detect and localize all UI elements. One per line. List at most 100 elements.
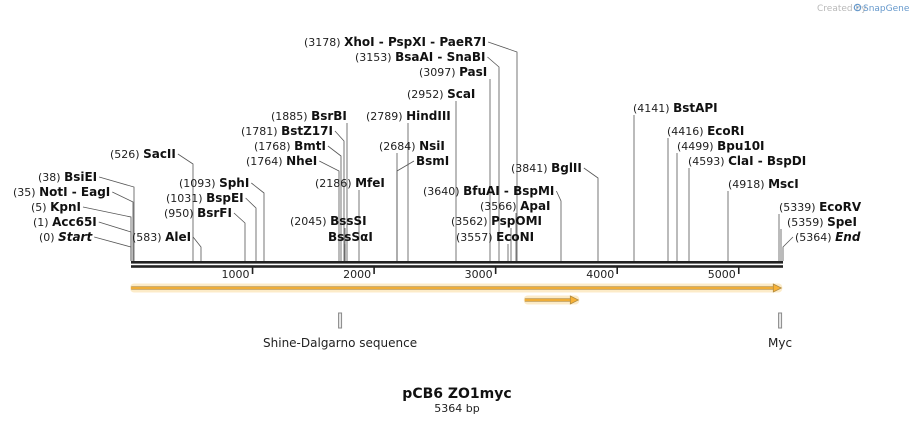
map-title: pCB6 ZO1myc (402, 386, 511, 402)
site-label[interactable]: (1031) BspEI (166, 191, 244, 205)
site-label[interactable]: (4416) EcoRI (667, 124, 744, 138)
site-label-part: (0) (39, 231, 58, 244)
site-label-part: EcoRV (819, 200, 862, 214)
site-label[interactable]: (1093) SphI (179, 176, 249, 190)
site-label[interactable]: (1764) NheI (246, 154, 317, 168)
orf-arrows[interactable] (130, 283, 783, 305)
site-lead-line (245, 197, 257, 261)
map-length: 5364 bp (434, 402, 479, 415)
site-label[interactable]: (3566) ApaI (480, 199, 551, 213)
site-label[interactable]: (3562) PspOMI (451, 214, 542, 228)
site-lead-line (334, 130, 345, 261)
site-label[interactable]: (5364) End (795, 230, 861, 244)
site-label-part: (2045) (290, 215, 330, 228)
site-label[interactable]: BsmI (416, 154, 449, 168)
site-label[interactable]: (1768) BmtI (254, 139, 326, 153)
site-label-part: (4918) (728, 178, 768, 191)
site-label[interactable]: (1) Acc65I (33, 215, 97, 229)
site-label[interactable]: (3097) PasI (419, 65, 487, 79)
site-label[interactable]: (583) AleI (132, 230, 191, 244)
site-label[interactable]: (4141) BstAPI (633, 101, 718, 115)
feature-label[interactable]: Shine-Dalgarno sequence (263, 336, 417, 350)
site-label[interactable]: (0) Start (39, 230, 93, 244)
site-label[interactable]: (1781) BstZ17I (241, 124, 333, 138)
feature-marker[interactable] (778, 312, 783, 329)
site-label[interactable]: (1885) BsrBI (271, 109, 347, 123)
site-label[interactable]: (2684) NsiI (379, 139, 445, 153)
feature-marker[interactable] (338, 312, 343, 329)
site-lead-line (94, 236, 132, 261)
site-label[interactable]: (5) KpnI (31, 200, 81, 214)
site-label[interactable]: (3557) EcoNI (456, 230, 534, 244)
site-label-part: (4593) (688, 155, 728, 168)
site-label-part: SphI (219, 176, 249, 190)
site-label-part: EagI (81, 185, 110, 199)
backbone-bottom-strand (131, 265, 783, 268)
site-lead-line (192, 236, 202, 261)
site-label-part: BsrBI (311, 109, 347, 123)
site-label-part: SpeI (827, 215, 857, 229)
site-label-part: (4141) (633, 102, 673, 115)
site-label-part: - (426, 35, 439, 49)
orf-arrow-head (772, 283, 783, 293)
watermark-brand: SnapGene (863, 4, 910, 14)
site-label-part: BspEI (206, 191, 244, 205)
site-label[interactable]: (2789) HindIII (366, 109, 451, 123)
site-label[interactable]: (35) NotI - EagI (13, 185, 110, 199)
site-label[interactable]: (2952) ScaI (407, 87, 475, 101)
site-label[interactable]: (3640) BfuAI - BspMI (423, 184, 554, 198)
site-label-part: (1768) (254, 140, 294, 153)
site-label[interactable]: (3841) BglII (511, 161, 582, 175)
site-label[interactable]: (526) SacII (110, 147, 176, 161)
site-label-part: (3841) (511, 162, 551, 175)
restriction-sites[interactable]: (0) Start(1) Acc65I(5) KpnI(35) NotI - E… (13, 35, 862, 244)
site-label[interactable]: (2186) MfeI (315, 176, 385, 190)
site-lead-line (396, 160, 415, 261)
site-lead-line (177, 153, 194, 261)
site-label-part: (1781) (241, 125, 281, 138)
site-label-part: - (754, 154, 767, 168)
site-label-part: BsrFI (197, 206, 232, 220)
site-label-part: BsaAI (395, 50, 433, 64)
site-label[interactable]: (5359) SpeI (787, 215, 857, 229)
orf-arrow-head (569, 295, 580, 305)
site-label-part: ScaI (447, 87, 475, 101)
site-lead-line (98, 221, 132, 261)
site-label-part: (38) (38, 171, 64, 184)
scale-ticks: 1000 2000 3000 4000 5000 (222, 266, 740, 281)
site-label-part: BstZ17I (281, 124, 333, 138)
site-label-part: MscI (768, 177, 799, 191)
site-label-part: EcoRI (707, 124, 744, 138)
site-label[interactable]: (4499) Bpu10I (677, 139, 765, 153)
site-label-part: BglII (551, 161, 582, 175)
site-label-part: (5364) (795, 231, 835, 244)
site-label[interactable]: (3153) BsaAI - SnaBI (355, 50, 485, 64)
site-label[interactable]: (38) BsiEI (38, 170, 97, 184)
site-label[interactable]: (4593) ClaI - BspDI (688, 154, 806, 168)
scale-tick-label: 1000 (222, 268, 250, 281)
site-label-part: End (835, 230, 861, 244)
site-label-part: SnaBI (447, 50, 486, 64)
site-label-part: PasI (459, 65, 487, 79)
site-label[interactable]: (950) BsrFI (164, 206, 232, 220)
site-label[interactable]: BssSαI (328, 230, 373, 244)
site-lead-line (82, 206, 132, 261)
site-label-part: BstAPI (673, 101, 718, 115)
scale-tick-label: 4000 (586, 268, 614, 281)
site-label-part: HindIII (406, 109, 451, 123)
site-label-part: PspOMI (491, 214, 542, 228)
site-label-part: Acc65I (52, 215, 97, 229)
site-label[interactable]: (5339) EcoRV (779, 200, 862, 214)
site-lead-line (487, 56, 500, 261)
site-label-part: (3153) (355, 51, 395, 64)
site-label[interactable]: (4918) MscI (728, 177, 799, 191)
site-label-part: (526) (110, 148, 143, 161)
site-label[interactable]: (3178) XhoI - PspXI - PaeR7I (304, 35, 486, 49)
features[interactable]: Shine-Dalgarno sequence Myc (263, 312, 792, 350)
feature-label[interactable]: Myc (768, 336, 792, 350)
site-label[interactable]: (2045) BssSI (290, 214, 367, 228)
site-lead-line (487, 41, 518, 261)
site-label-part: - (375, 35, 388, 49)
site-label-part: BsiEI (64, 170, 97, 184)
